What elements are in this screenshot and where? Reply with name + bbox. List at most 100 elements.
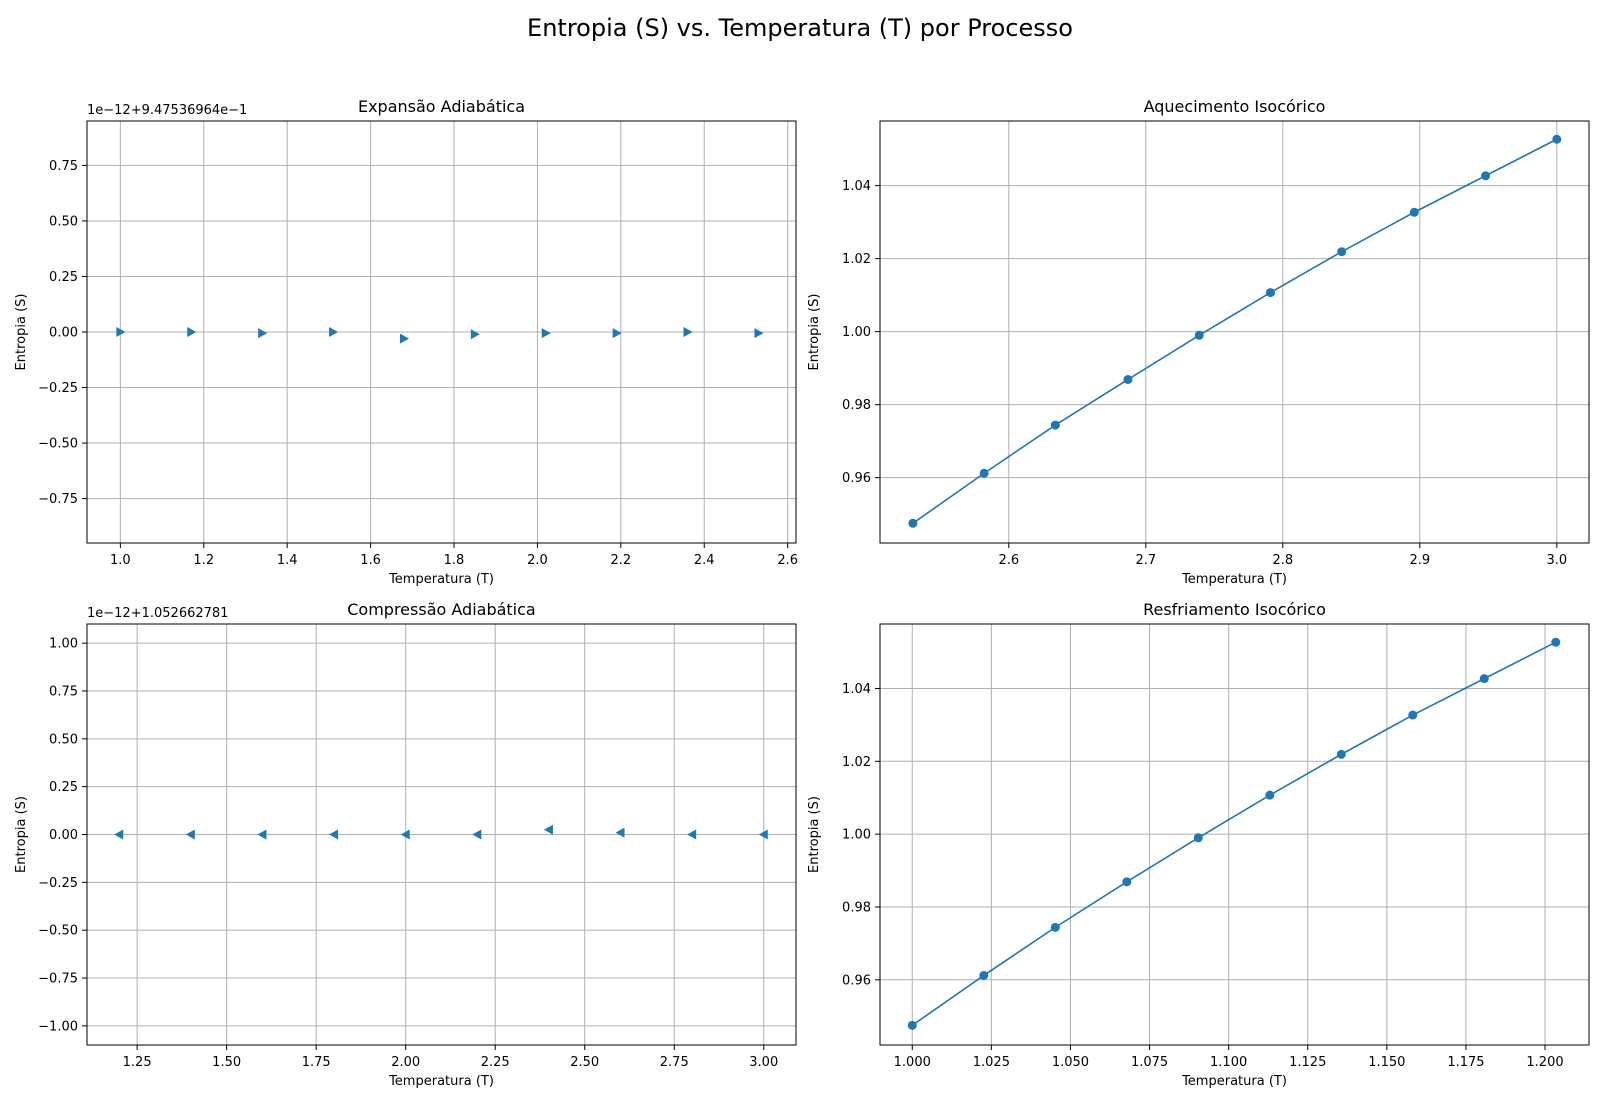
x-tick-label: 1.8 [444,553,465,568]
data-point [1123,374,1133,384]
x-tick-label: 1.050 [1052,1055,1089,1070]
subplot-3: 1.25 1.50 1.75 2.00 2.25 2.50 2.75 3.00 −1.00 −0.… [14,600,797,1089]
data-point [257,829,267,840]
y-offset-label: 1e−12+1.052662781 [87,606,228,621]
y-tick-label: 1.00 [49,637,78,652]
data-point [907,1020,917,1030]
data-point [472,829,482,840]
data-point [258,328,268,339]
x-tick-label: 3.0 [1546,553,1567,568]
x-tick-label: 1.150 [1368,1055,1405,1070]
subplot-title: Aquecimento Isocórico [1144,97,1326,116]
data-point [908,518,918,528]
axes-frame [86,120,797,544]
y-tick-label: −0.50 [38,924,78,939]
x-axis-label: Temperatura (T) [388,572,494,587]
y-tick-label: 0.50 [49,214,78,229]
y-tick-label: −1.00 [38,1019,78,1034]
y-axis-label: Entropia (S) [807,294,822,371]
x-tick-label: 1.200 [1526,1055,1563,1070]
x-tick-label: 1.175 [1447,1055,1484,1070]
x-tick-label: 1.125 [1289,1055,1326,1070]
data-point [185,829,195,840]
x-tick-label: 2.50 [570,1055,599,1070]
y-tick-label: −0.50 [38,437,78,452]
data-point [612,328,622,339]
x-tick-label: 1.000 [894,1055,931,1070]
subplot-4: 1.000 1.025 1.050 1.075 1.100 1.125 1.150 1.175… [807,600,1590,1089]
x-tick-label: 3.00 [749,1055,778,1070]
data-point [114,829,124,840]
y-tick-label: 1.04 [842,682,871,697]
series-line [912,138,1558,524]
data-point [543,824,553,835]
x-tick-label: 2.4 [694,553,715,568]
x-tick-label: 2.2 [610,553,631,568]
y-tick-label: 1.02 [842,755,871,770]
x-tick-label: 1.75 [302,1055,331,1070]
x-tick-label: 1.6 [360,553,381,568]
data-point [1265,288,1275,298]
x-tick-label: 2.25 [481,1055,510,1070]
axes-frame [879,120,1590,544]
data-point [1050,420,1060,430]
y-tick-label: 0.75 [49,159,78,174]
y-tick-label: 0.98 [842,398,871,413]
series-line [911,641,1557,1026]
data-point [400,829,410,840]
y-axis-label: Entropia (S) [807,796,822,873]
subplot-title: Compressão Adiabática [347,600,535,619]
data-point [1481,171,1491,181]
data-point [1050,922,1060,932]
data-point [683,327,693,337]
y-tick-label: 0.00 [49,326,78,341]
y-tick-label: 0.98 [842,900,871,915]
data-point [1337,247,1347,257]
y-tick-label: −0.25 [38,381,78,396]
x-tick-label: 2.6 [777,553,798,568]
x-axis-label: Temperatura (T) [1181,1074,1287,1089]
y-tick-label: 1.02 [842,252,871,267]
axes-frame [86,623,797,1046]
y-tick-label: 1.00 [842,325,871,340]
x-tick-label: 2.7 [1135,553,1156,568]
figure-title: Entropia (S) vs. Temperatura (T) por Pro… [527,14,1073,42]
y-tick-label: −0.75 [38,972,78,987]
data-point [687,829,697,840]
data-point [541,328,551,339]
x-tick-label: 1.2 [193,553,214,568]
y-tick-label: 0.96 [842,973,871,988]
y-tick-label: 1.00 [842,828,871,843]
x-tick-label: 2.9 [1409,553,1430,568]
data-point [470,329,480,340]
data-point [1194,330,1204,340]
data-point [329,327,339,337]
data-point [1479,674,1489,684]
y-tick-label: −0.75 [38,492,78,507]
x-tick-label: 2.8 [1272,553,1293,568]
x-tick-label: 2.00 [391,1055,420,1070]
data-point [399,333,409,344]
x-tick-label: 1.075 [1131,1055,1168,1070]
y-tick-label: 0.50 [49,732,78,747]
data-point [1409,207,1419,217]
y-offset-label: 1e−12+9.47536964e−1 [87,103,247,118]
data-point [979,970,989,980]
data-point [1551,637,1561,647]
x-tick-label: 1.0 [110,553,131,568]
data-point [1265,790,1275,800]
data-point [1122,877,1132,887]
data-point [615,827,625,838]
subplot-title: Expansão Adiabática [358,97,525,116]
x-tick-label: 1.50 [212,1055,241,1070]
x-tick-label: 1.100 [1210,1055,1247,1070]
x-tick-label: 1.25 [123,1055,152,1070]
y-axis-label: Entropia (S) [14,294,29,371]
x-tick-label: 1.4 [277,553,298,568]
x-axis-label: Temperatura (T) [388,1074,494,1089]
data-point [329,829,339,840]
subplot-title: Resfriamento Isocórico [1143,600,1326,619]
data-point [1336,749,1346,759]
